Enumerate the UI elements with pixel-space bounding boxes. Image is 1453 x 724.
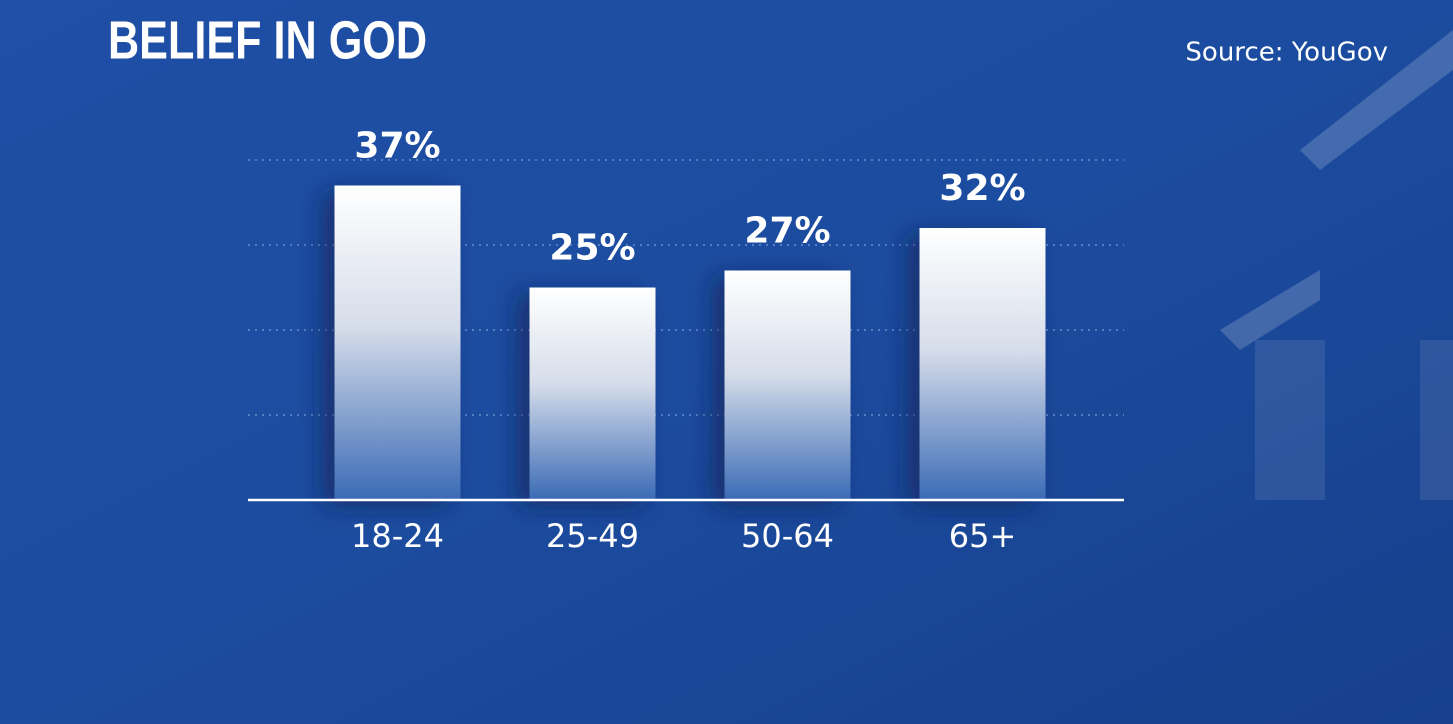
x-tick-label: 65+ bbox=[949, 517, 1017, 555]
value-label: 37% bbox=[354, 126, 440, 167]
value-label: 25% bbox=[549, 228, 635, 269]
bar bbox=[919, 228, 1046, 500]
x-tick-label: 18-24 bbox=[351, 517, 444, 555]
bar bbox=[334, 185, 461, 500]
value-label: 27% bbox=[744, 211, 830, 252]
x-tick-label: 50-64 bbox=[741, 517, 834, 555]
value-label: 32% bbox=[939, 168, 1025, 209]
x-tick-label: 25-49 bbox=[546, 517, 639, 555]
bar bbox=[724, 270, 851, 500]
bar bbox=[529, 287, 656, 500]
decoration bbox=[1220, 30, 1453, 500]
source: Source: YouGov bbox=[1185, 38, 1388, 68]
chart-title: BELIEF IN GOD bbox=[108, 11, 427, 71]
